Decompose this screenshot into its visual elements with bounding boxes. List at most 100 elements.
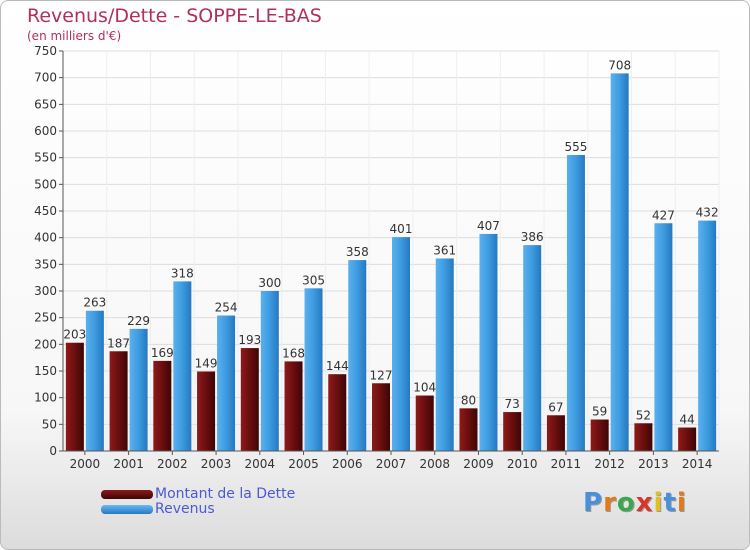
data-label-revenus: 358 [346, 245, 369, 259]
y-tick-label: 200 [34, 337, 57, 351]
y-tick-label: 650 [34, 97, 57, 111]
data-label-revenus: 386 [521, 230, 544, 244]
legend-label-revenus: Revenus [155, 501, 215, 517]
brand-letter: x [635, 488, 654, 518]
data-label-debt: 67 [548, 400, 563, 414]
bar-debt [503, 412, 522, 451]
data-label-debt: 59 [592, 405, 607, 419]
data-label-debt: 73 [505, 397, 520, 411]
x-tick-label: 2011 [551, 457, 582, 471]
bar-debt [240, 348, 259, 451]
data-label-debt: 193 [238, 333, 261, 347]
bar-revenus [392, 237, 410, 451]
y-tick-label: 250 [34, 311, 57, 325]
brand-letter: i [653, 488, 664, 518]
bar-debt [590, 419, 609, 451]
x-tick-label: 2005 [288, 457, 319, 471]
data-label-debt: 169 [151, 346, 174, 360]
data-label-debt: 144 [326, 359, 349, 373]
data-label-revenus: 318 [171, 266, 194, 280]
x-tick-label: 2001 [113, 457, 144, 471]
x-tick-label: 2002 [157, 457, 188, 471]
brand-letter: r [603, 488, 617, 518]
axes: 0 50 100 150 200 250 300 350 400 450 500 550 600 650 7… [34, 44, 719, 471]
x-tick-label: 2000 [70, 457, 101, 471]
data-label-revenus: 254 [215, 301, 238, 315]
bar-revenus [435, 258, 454, 451]
bar-debt [372, 383, 390, 451]
y-tick-label: 150 [34, 364, 57, 378]
grid [62, 50, 720, 452]
x-tick-label: 2003 [201, 457, 232, 471]
bar-revenus [610, 73, 629, 452]
data-labels: 203 263 187 229 169 318 149 254 193 300 168 305 144 3… [63, 58, 718, 426]
bar-revenus [348, 260, 367, 451]
bar-revenus [654, 223, 673, 451]
bar-debt [109, 351, 128, 451]
data-label-revenus: 300 [258, 276, 281, 290]
x-tick-label: 2012 [594, 457, 625, 471]
data-label-debt: 149 [195, 357, 218, 371]
x-tick-label: 2010 [507, 457, 538, 471]
brand-letter: t [663, 488, 677, 518]
bar-debt [678, 427, 697, 451]
data-label-debt: 80 [461, 393, 476, 407]
y-tick-label: 750 [34, 44, 57, 58]
y-tick-label: 700 [34, 71, 57, 85]
y-tick-label: 0 [49, 444, 57, 458]
y-tick-label: 350 [34, 257, 57, 271]
bar-debt [459, 408, 478, 451]
bar-revenus [523, 245, 542, 451]
x-tick-label: 2009 [463, 457, 494, 471]
y-tick-label: 450 [34, 204, 57, 218]
bar-debt [153, 360, 172, 451]
bar-revenus [129, 328, 148, 451]
data-label-debt: 127 [370, 368, 393, 382]
y-tick-label: 600 [34, 124, 57, 138]
x-tick-label: 2007 [376, 457, 407, 471]
bar-revenus [173, 281, 192, 451]
data-label-debt: 44 [679, 413, 694, 427]
y-tick-label: 100 [34, 391, 57, 405]
legend-label-debt: Montant de la Dette [155, 486, 296, 502]
bar-debt [634, 423, 653, 451]
x-tick-label: 2014 [682, 457, 713, 471]
y-tick-label: 550 [34, 151, 57, 165]
data-label-revenus: 305 [302, 273, 325, 287]
bars [65, 73, 717, 452]
brand-letter: i [676, 488, 687, 518]
y-tick-label: 50 [42, 417, 57, 431]
bar-debt [197, 371, 216, 451]
data-label-debt: 104 [413, 381, 436, 395]
data-label-debt: 168 [282, 346, 305, 360]
data-label-revenus: 432 [696, 206, 719, 220]
x-tick-label: 2004 [245, 457, 276, 471]
data-label-debt: 187 [107, 336, 130, 350]
proxiti-logo: Proxiti [583, 488, 687, 518]
x-tick-label: 2006 [332, 457, 363, 471]
bar-debt [284, 361, 303, 451]
brand-letter: P [583, 488, 604, 518]
bar-debt [65, 342, 84, 451]
data-label-revenus: 708 [608, 58, 631, 72]
chart-title: Revenus/Dette - SOPPE-LE-BAS [27, 5, 322, 27]
bar-debt [546, 415, 565, 451]
data-label-debt: 52 [636, 408, 651, 422]
legend-swatch-revenus [101, 505, 153, 514]
y-tick-label: 300 [34, 284, 57, 298]
bar-revenus [85, 310, 104, 451]
chart-subtitle: (en milliers d'€) [27, 29, 122, 43]
y-tick-label: 400 [34, 231, 57, 245]
data-label-revenus: 427 [652, 208, 675, 222]
bar-revenus [566, 155, 585, 451]
bar-debt [328, 374, 347, 451]
bar-revenus [217, 315, 236, 451]
bar-revenus [260, 291, 279, 451]
data-label-revenus: 361 [433, 243, 456, 257]
x-tick-label: 2013 [638, 457, 669, 471]
bar-revenus [698, 220, 717, 451]
data-label-revenus: 555 [564, 140, 587, 154]
bar-debt [415, 395, 434, 451]
data-label-revenus: 229 [127, 314, 150, 328]
